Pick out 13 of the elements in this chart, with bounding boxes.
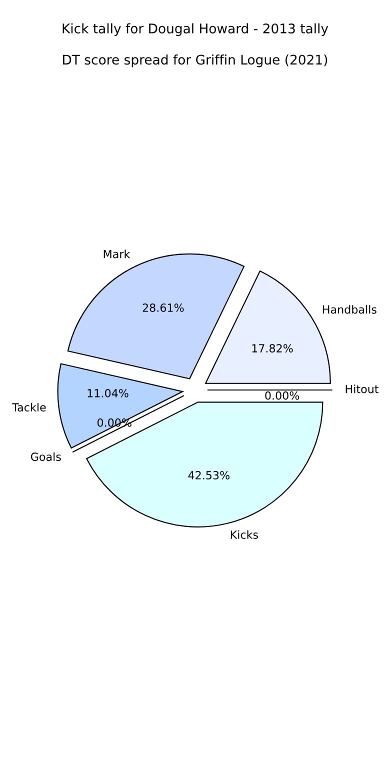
data-label: 28.61% — [142, 304, 184, 312]
chart-subtitle: DT score spread for Griffin Logue (2021) — [63, 54, 328, 68]
slice-label: Mark — [104, 250, 130, 258]
category-label: Hitout — [346, 384, 378, 394]
data-label: 11.04% — [88, 388, 128, 398]
chart-title: Kick tally for Dougal Howard - 2013 tally — [62, 23, 328, 36]
category-label: Goals — [30, 452, 61, 461]
data-label: 17.82% — [252, 344, 293, 353]
slice-label: Handballs — [322, 305, 376, 314]
data-label: 42.53% — [188, 471, 230, 480]
slice-label: Tackle — [12, 402, 46, 412]
text: 0.00% — [265, 391, 300, 400]
slice-label: Kicks — [230, 530, 258, 539]
